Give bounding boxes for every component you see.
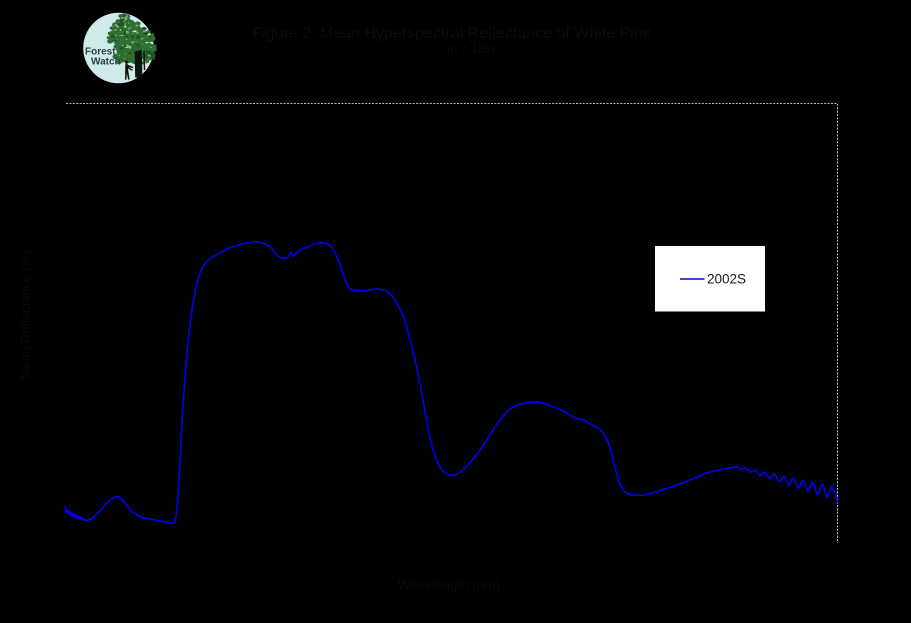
svg-text:Wavelength (nm): Wavelength (nm) [398,577,500,592]
svg-text:2002S: 2002S [707,272,746,287]
svg-text:Forest: Forest [85,47,116,58]
svg-text:(n = 105): (n = 105) [447,42,495,56]
svg-text:Figure 2. Mean Hyperspectral R: Figure 2. Mean Hyperspectral Reflectance… [252,25,651,42]
svg-text:Mean Reflectance (%): Mean Reflectance (%) [18,251,33,380]
svg-text:Watch: Watch [91,57,121,68]
